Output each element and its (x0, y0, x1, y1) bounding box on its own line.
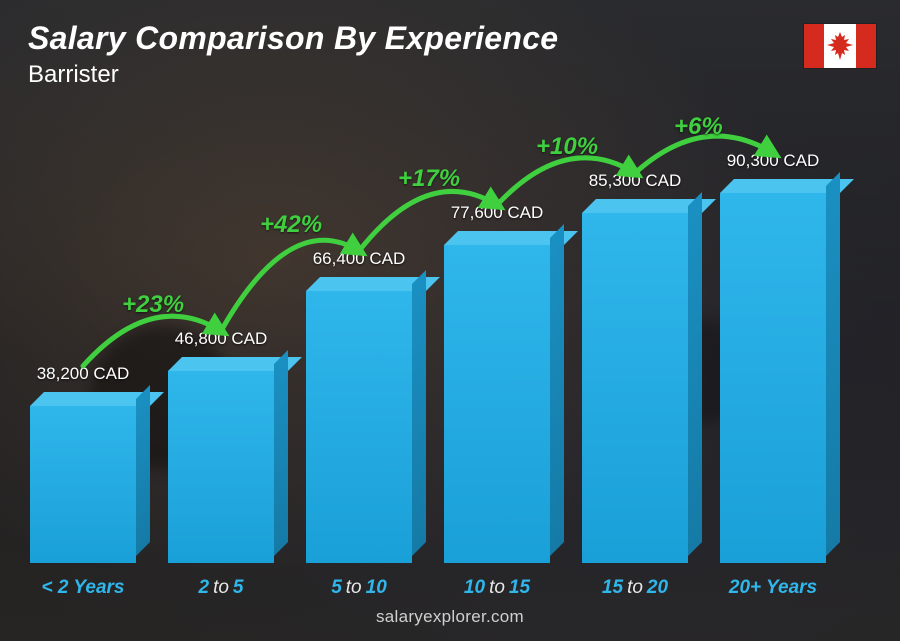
bar-x-label: 5to10 (306, 577, 412, 599)
bar-value-label: 66,400 CAD (306, 249, 412, 269)
bar-x-label: 10to15 (444, 577, 550, 599)
infographic-stage: Salary Comparison By Experience Barriste… (0, 0, 900, 641)
bar-value-label: 77,600 CAD (444, 203, 550, 223)
bar-value-label: 85,300 CAD (582, 171, 688, 191)
title-block: Salary Comparison By Experience Barriste… (28, 20, 558, 89)
pct-increase-label: +42% (260, 211, 322, 239)
page-subtitle: Barrister (28, 61, 558, 89)
pct-increase-label: +6% (674, 113, 723, 141)
bar-2: 66,400 CAD5to10 (306, 130, 426, 563)
bar-3: 77,600 CAD10to15 (444, 130, 564, 563)
canada-flag-icon (804, 24, 876, 68)
bar-value-label: 90,300 CAD (720, 151, 826, 171)
bar-row: 38,200 CAD< 2 Years46,800 CAD2to566,400 … (30, 130, 840, 563)
bar-x-label: 20+ Years (720, 577, 826, 599)
pct-increase-label: +23% (122, 291, 184, 319)
pct-increase-label: +10% (536, 133, 598, 161)
bar-x-label: 15to20 (582, 577, 688, 599)
bar-1: 46,800 CAD2to5 (168, 130, 288, 563)
pct-increase-label: +17% (398, 165, 460, 193)
bar-4: 85,300 CAD15to20 (582, 130, 702, 563)
bar-5: 90,300 CAD20+ Years (720, 130, 840, 563)
page-title: Salary Comparison By Experience (28, 20, 558, 57)
bar-0: 38,200 CAD< 2 Years (30, 130, 150, 563)
bar-x-label: < 2 Years (30, 577, 136, 599)
salary-bar-chart: 38,200 CAD< 2 Years46,800 CAD2to566,400 … (30, 130, 840, 563)
footer-attribution: salaryexplorer.com (0, 607, 900, 627)
bar-value-label: 38,200 CAD (30, 364, 136, 384)
bar-x-label: 2to5 (168, 577, 274, 599)
bar-value-label: 46,800 CAD (168, 329, 274, 349)
